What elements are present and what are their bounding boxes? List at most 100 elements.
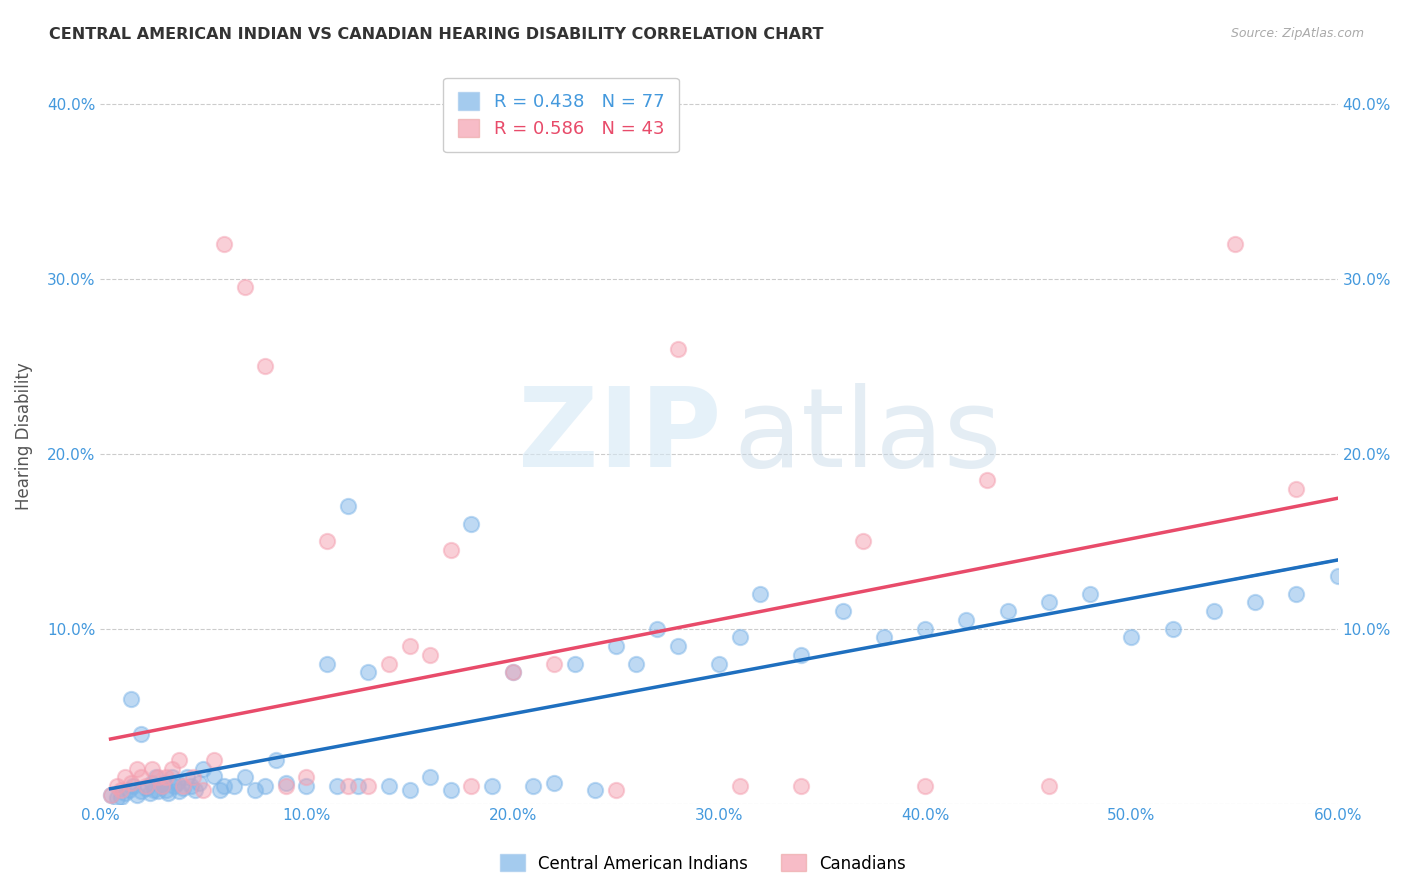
Point: [326, 779, 349, 793]
Point: [1121, 631, 1143, 645]
Point: [105, 791, 128, 805]
Point: [114, 786, 136, 800]
Point: [1161, 622, 1184, 636]
Point: [728, 631, 751, 645]
Point: [254, 779, 277, 793]
Point: [790, 779, 813, 793]
Point: [180, 779, 202, 793]
Point: [357, 665, 380, 680]
Point: [347, 779, 370, 793]
Point: [316, 534, 339, 549]
Point: [1202, 604, 1225, 618]
Point: [118, 782, 141, 797]
Point: [295, 770, 318, 784]
Point: [184, 782, 207, 797]
Point: [1326, 569, 1348, 583]
Point: [233, 770, 256, 784]
Point: [120, 775, 142, 789]
Point: [626, 657, 648, 671]
Point: [419, 648, 441, 662]
Point: [316, 657, 339, 671]
Point: [502, 665, 524, 680]
Point: [583, 782, 606, 797]
Text: ZIP: ZIP: [519, 383, 721, 490]
Legend: Central American Indians, Canadians: Central American Indians, Canadians: [494, 847, 912, 880]
Point: [110, 782, 132, 797]
Point: [336, 499, 359, 513]
Point: [997, 604, 1019, 618]
Point: [172, 779, 194, 793]
Text: Source: ZipAtlas.com: Source: ZipAtlas.com: [1230, 27, 1364, 40]
Point: [1285, 482, 1308, 496]
Y-axis label: Hearing Disability: Hearing Disability: [15, 362, 32, 510]
Legend: R = 0.438   N = 77, R = 0.586   N = 43: R = 0.438 N = 77, R = 0.586 N = 43: [443, 78, 679, 153]
Point: [831, 604, 853, 618]
Point: [131, 770, 153, 784]
Point: [212, 779, 235, 793]
Point: [163, 779, 186, 793]
Point: [155, 770, 177, 784]
Point: [728, 779, 751, 793]
Point: [264, 753, 287, 767]
Point: [914, 622, 936, 636]
Point: [274, 775, 297, 789]
Point: [790, 648, 813, 662]
Point: [357, 779, 380, 793]
Point: [666, 639, 689, 653]
Point: [172, 780, 194, 795]
Point: [208, 782, 231, 797]
Point: [153, 775, 176, 789]
Point: [243, 782, 266, 797]
Point: [142, 782, 165, 797]
Point: [666, 342, 689, 356]
Point: [224, 779, 246, 793]
Point: [193, 782, 215, 797]
Point: [543, 657, 565, 671]
Point: [440, 542, 463, 557]
Point: [460, 516, 482, 531]
Point: [481, 779, 503, 793]
Point: [645, 622, 668, 636]
Point: [131, 784, 153, 798]
Point: [914, 779, 936, 793]
Point: [131, 726, 153, 740]
Point: [150, 779, 173, 793]
Point: [440, 782, 463, 797]
Point: [852, 534, 875, 549]
Point: [419, 770, 441, 784]
Point: [122, 779, 145, 793]
Point: [202, 769, 225, 783]
Point: [1038, 595, 1060, 609]
Point: [167, 753, 190, 767]
Point: [295, 779, 318, 793]
Point: [176, 770, 198, 784]
Point: [336, 779, 359, 793]
Point: [274, 779, 297, 793]
Point: [135, 779, 157, 793]
Point: [1223, 236, 1246, 251]
Point: [522, 779, 544, 793]
Point: [605, 639, 627, 653]
Point: [100, 788, 122, 802]
Point: [155, 782, 177, 797]
Point: [110, 789, 132, 804]
Point: [135, 780, 157, 795]
Point: [1038, 779, 1060, 793]
Point: [502, 665, 524, 680]
Point: [145, 770, 167, 784]
Point: [1078, 586, 1101, 600]
Point: [150, 779, 173, 793]
Point: [157, 786, 180, 800]
Point: [212, 236, 235, 251]
Point: [146, 784, 169, 798]
Point: [707, 657, 730, 671]
Point: [114, 770, 136, 784]
Point: [564, 657, 586, 671]
Point: [605, 782, 627, 797]
Point: [976, 473, 998, 487]
Point: [141, 775, 163, 789]
Point: [188, 775, 211, 789]
Point: [127, 788, 149, 802]
Point: [398, 639, 420, 653]
Point: [955, 613, 977, 627]
